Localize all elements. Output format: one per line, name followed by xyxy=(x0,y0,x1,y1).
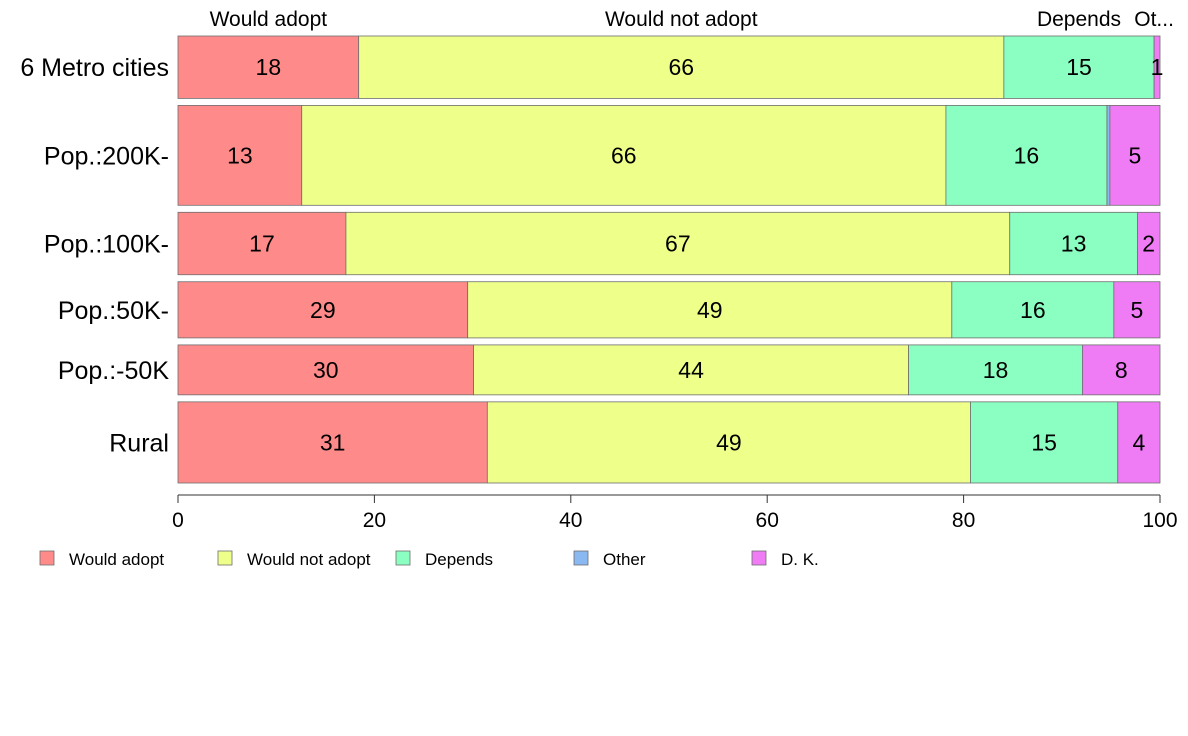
x-tick-label-0: 0 xyxy=(172,509,184,532)
bar-pop-50k-would-not-adopt xyxy=(473,344,910,396)
legend-label-would-not-adopt: Would not adopt xyxy=(247,550,371,569)
legend-label-other: Other xyxy=(603,550,646,569)
bar-label-6-metro-cities-depends: 15 xyxy=(1066,54,1092,80)
legend: Would adopt Would not adopt Depends Other D.… xyxy=(39,550,819,569)
x-tick-label-100: 100 xyxy=(1142,509,1177,532)
bar-label-rural-d-k: 4 xyxy=(1132,429,1145,455)
bar-label-pop-100k-would-not-adopt: 67 xyxy=(665,231,691,257)
category-label-pop-50k: Pop.:50K- xyxy=(58,297,169,325)
top-label-would-not-adopt: Would not adopt xyxy=(605,8,758,31)
bar-label-pop-50k-would-not-adopt: 49 xyxy=(697,297,723,323)
bar-rural-would-not-adopt xyxy=(486,401,971,484)
bar-label-rural-would-adopt: 31 xyxy=(320,429,346,455)
bar-pop-200k-depends xyxy=(945,105,1108,206)
bar-pop-100k-would-not-adopt xyxy=(345,211,1011,276)
bar-label-pop-200k-would-adopt: 13 xyxy=(227,142,253,168)
category-label-pop-200k: Pop.:200K- xyxy=(44,142,169,170)
bar-label-pop-50k-d-k: 8 xyxy=(1115,357,1128,383)
bar-label-rural-would-not-adopt: 49 xyxy=(716,429,742,455)
x-tick-label-40: 40 xyxy=(559,509,582,532)
top-label-would-adopt: Would adopt xyxy=(210,8,328,31)
legend-swatch-other xyxy=(573,550,589,566)
legend-swatch-would-adopt xyxy=(39,550,55,566)
x-tick-label-20: 20 xyxy=(363,509,386,532)
y-axis-labels: 6 Metro cities Pop.:200K- Pop.:100K- Pop.:5… xyxy=(20,54,169,457)
legend-label-would-adopt: Would adopt xyxy=(69,550,164,569)
bar-pop-50k-d-k xyxy=(1082,344,1161,396)
legend-swatch-depends xyxy=(395,550,411,566)
category-label-rural: Rural xyxy=(109,429,169,457)
bar-pop-50k-depends xyxy=(908,344,1083,396)
bar-pop-200k-d-k xyxy=(1109,105,1161,206)
bar-rural-d-k xyxy=(1117,401,1161,484)
bar-pop-50k-would-not-adopt xyxy=(467,281,953,339)
legend-label-depends: Depends xyxy=(425,550,493,569)
bar-label-6-metro-cities-would-not-adopt: 66 xyxy=(668,54,694,80)
bar-label-pop-100k-d-k: 2 xyxy=(1142,231,1155,257)
bar-label-pop-50k-would-adopt: 30 xyxy=(313,357,339,383)
x-axis: 0 20 40 60 80 100 xyxy=(172,494,1178,532)
bar-label-pop-50k-would-not-adopt: 44 xyxy=(678,357,704,383)
bar-6-metro-cities-would-adopt xyxy=(177,35,360,99)
bar-label-pop-100k-would-adopt: 17 xyxy=(249,231,275,257)
legend-swatch-d-k xyxy=(751,550,767,566)
bar-label-pop-50k-d-k: 5 xyxy=(1131,297,1144,323)
bar-rural-would-adopt xyxy=(177,401,488,484)
bar-label-pop-200k-depends: 16 xyxy=(1014,142,1040,168)
bar-6-metro-cities-would-not-adopt xyxy=(358,35,1005,99)
bar-pop-100k-d-k xyxy=(1137,211,1161,276)
bar-label-pop-200k-would-not-adopt: 66 xyxy=(611,142,637,168)
bar-label-pop-50k-depends: 16 xyxy=(1020,297,1046,323)
bar-6-metro-cities-d-k xyxy=(1153,35,1161,99)
top-label-ot: Ot... xyxy=(1134,8,1174,31)
legend-swatch-would-not-adopt xyxy=(217,550,233,566)
bar-pop-50k-would-adopt xyxy=(177,344,474,396)
legend-label-d-k: D. K. xyxy=(781,550,819,569)
bar-label-6-metro-cities-d-k: 1 xyxy=(1151,54,1164,80)
bar-label-pop-50k-would-adopt: 29 xyxy=(310,297,336,323)
bar-pop-200k-other xyxy=(1106,105,1111,206)
bar-pop-50k-would-adopt xyxy=(177,281,469,339)
top-labels: Would adopt Would not adopt Depends Ot... xyxy=(210,8,1174,31)
x-tick-label-80: 80 xyxy=(952,509,975,532)
bar-6-metro-cities-depends xyxy=(1003,35,1155,99)
bar-pop-200k-would-adopt xyxy=(177,105,303,206)
bars: 18 66 15 1 13 66 16 5 17 67 13 2 29 49 16 5 30 44 18 8 31 49 1… xyxy=(177,35,1164,484)
top-label-depends: Depends xyxy=(1037,8,1121,31)
bar-pop-100k-depends xyxy=(1009,211,1138,276)
category-label-pop-100k: Pop.:100K- xyxy=(44,231,169,259)
bar-pop-100k-would-adopt xyxy=(177,211,347,276)
bar-label-pop-100k-depends: 13 xyxy=(1061,231,1087,257)
x-tick-label-60: 60 xyxy=(756,509,779,532)
bar-label-pop-200k-d-k: 5 xyxy=(1129,142,1142,168)
bar-label-rural-depends: 15 xyxy=(1031,429,1057,455)
bar-label-pop-50k-depends: 18 xyxy=(983,357,1009,383)
bar-pop-200k-would-not-adopt xyxy=(301,105,947,206)
bar-label-6-metro-cities-would-adopt: 18 xyxy=(256,54,282,80)
category-label-pop-50k: Pop.:-50K xyxy=(58,357,170,385)
bar-pop-50k-d-k xyxy=(1113,281,1161,339)
category-label-6-metro-cities: 6 Metro cities xyxy=(20,54,169,82)
